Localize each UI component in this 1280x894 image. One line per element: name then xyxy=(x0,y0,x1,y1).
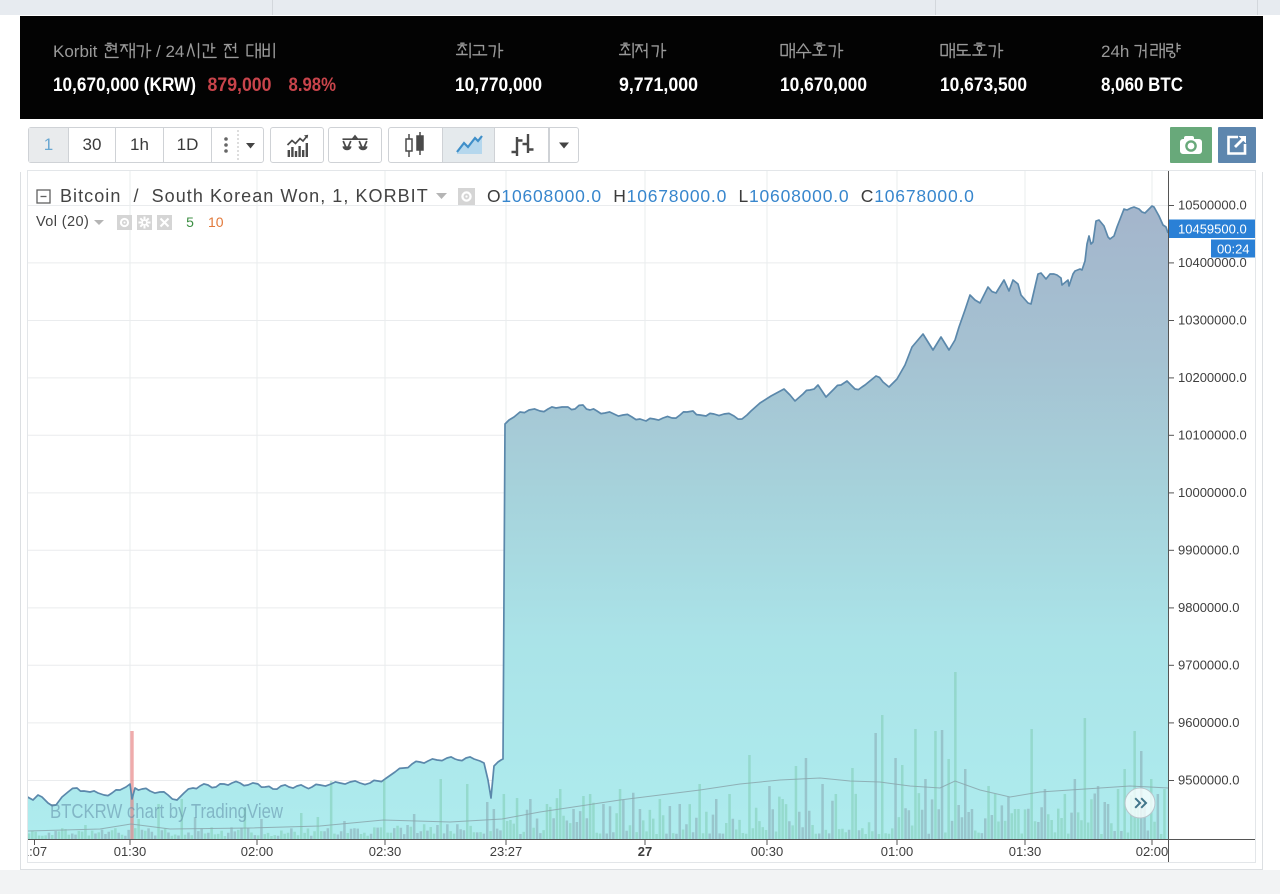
svg-text:10400000.0: 10400000.0 xyxy=(1178,255,1247,270)
svg-text:01:30: 01:30 xyxy=(1009,844,1042,859)
svg-text:9600000.0: 9600000.0 xyxy=(1178,715,1239,730)
svg-text:00:30: 00:30 xyxy=(751,844,784,859)
svg-text:9900000.0: 9900000.0 xyxy=(1178,543,1239,558)
svg-text:00:24: 00:24 xyxy=(1217,242,1250,257)
svg-text:9800000.0: 9800000.0 xyxy=(1178,600,1239,615)
svg-text:23:27: 23:27 xyxy=(490,844,523,859)
svg-text:8.98%: 8.98% xyxy=(289,74,337,96)
svg-text:01:30: 01:30 xyxy=(114,844,147,859)
svg-text:10,770,000: 10,770,000 xyxy=(455,74,542,96)
svg-text:10459500.0: 10459500.0 xyxy=(1178,222,1247,237)
svg-text:24h: 24h xyxy=(1101,42,1129,61)
svg-text:879,000: 879,000 xyxy=(208,74,272,96)
svg-text:1:07: 1:07 xyxy=(28,844,47,859)
svg-text:9700000.0: 9700000.0 xyxy=(1178,658,1239,673)
svg-text:/ 24: / 24 xyxy=(156,42,184,61)
svg-text:10,670,000 (KRW): 10,670,000 (KRW) xyxy=(53,74,196,96)
svg-text:9,771,000: 9,771,000 xyxy=(619,74,698,96)
svg-text:27: 27 xyxy=(638,844,652,859)
svg-text:10500000.0: 10500000.0 xyxy=(1178,198,1247,213)
svg-text:10,670,000: 10,670,000 xyxy=(780,74,867,96)
svg-text:02:00: 02:00 xyxy=(1136,844,1169,859)
svg-text:10100000.0: 10100000.0 xyxy=(1178,428,1247,443)
svg-text:10300000.0: 10300000.0 xyxy=(1178,313,1247,328)
svg-text:01:00: 01:00 xyxy=(881,844,914,859)
svg-text:BTCKRW chart by TradingView: BTCKRW chart by TradingView xyxy=(50,801,283,823)
svg-text:10,673,500: 10,673,500 xyxy=(940,74,1027,96)
svg-text:Korbit: Korbit xyxy=(53,42,98,61)
svg-text:02:30: 02:30 xyxy=(369,844,402,859)
svg-text:8,060 BTC: 8,060 BTC xyxy=(1101,74,1183,96)
svg-text:02:00: 02:00 xyxy=(241,844,274,859)
svg-text:10000000.0: 10000000.0 xyxy=(1178,485,1247,500)
svg-text:10200000.0: 10200000.0 xyxy=(1178,370,1247,385)
svg-text:9500000.0: 9500000.0 xyxy=(1178,773,1239,788)
